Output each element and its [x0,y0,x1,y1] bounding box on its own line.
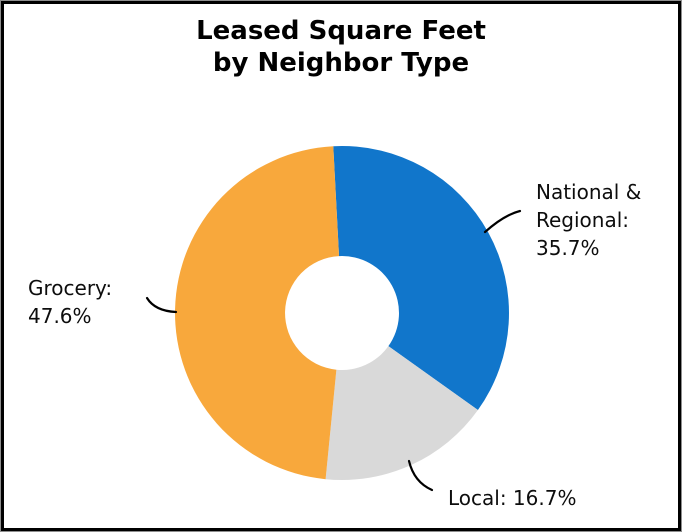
donut-slices [175,146,509,480]
data-label-national-line1: National & [536,180,642,204]
data-label-national-line2: Regional: [536,208,630,232]
leader-line-local [407,459,434,492]
leader-line-national-regional [483,209,522,234]
data-label-national-line3: 35.7% [536,236,600,260]
data-label-local-line1: Local: 16.7% [448,486,577,510]
chart-title: Leased Square Feet by Neighbor Type [0,15,682,79]
data-label-grocery-line2: 47.6% [28,304,92,328]
data-label-grocery: Grocery: 47.6% [28,274,112,330]
slice-grocery [175,146,340,480]
leader-line-grocery [145,296,178,314]
slice-national-regional [333,146,509,411]
chart-title-line2: by Neighbor Type [212,48,470,78]
data-label-national-regional: National & Regional: 35.7% [536,178,641,262]
data-label-local: Local: 16.7% [448,484,576,512]
chart-title-line1: Leased Square Feet [196,16,486,46]
slice-local [325,346,478,480]
data-label-grocery-line1: Grocery: [28,276,113,300]
